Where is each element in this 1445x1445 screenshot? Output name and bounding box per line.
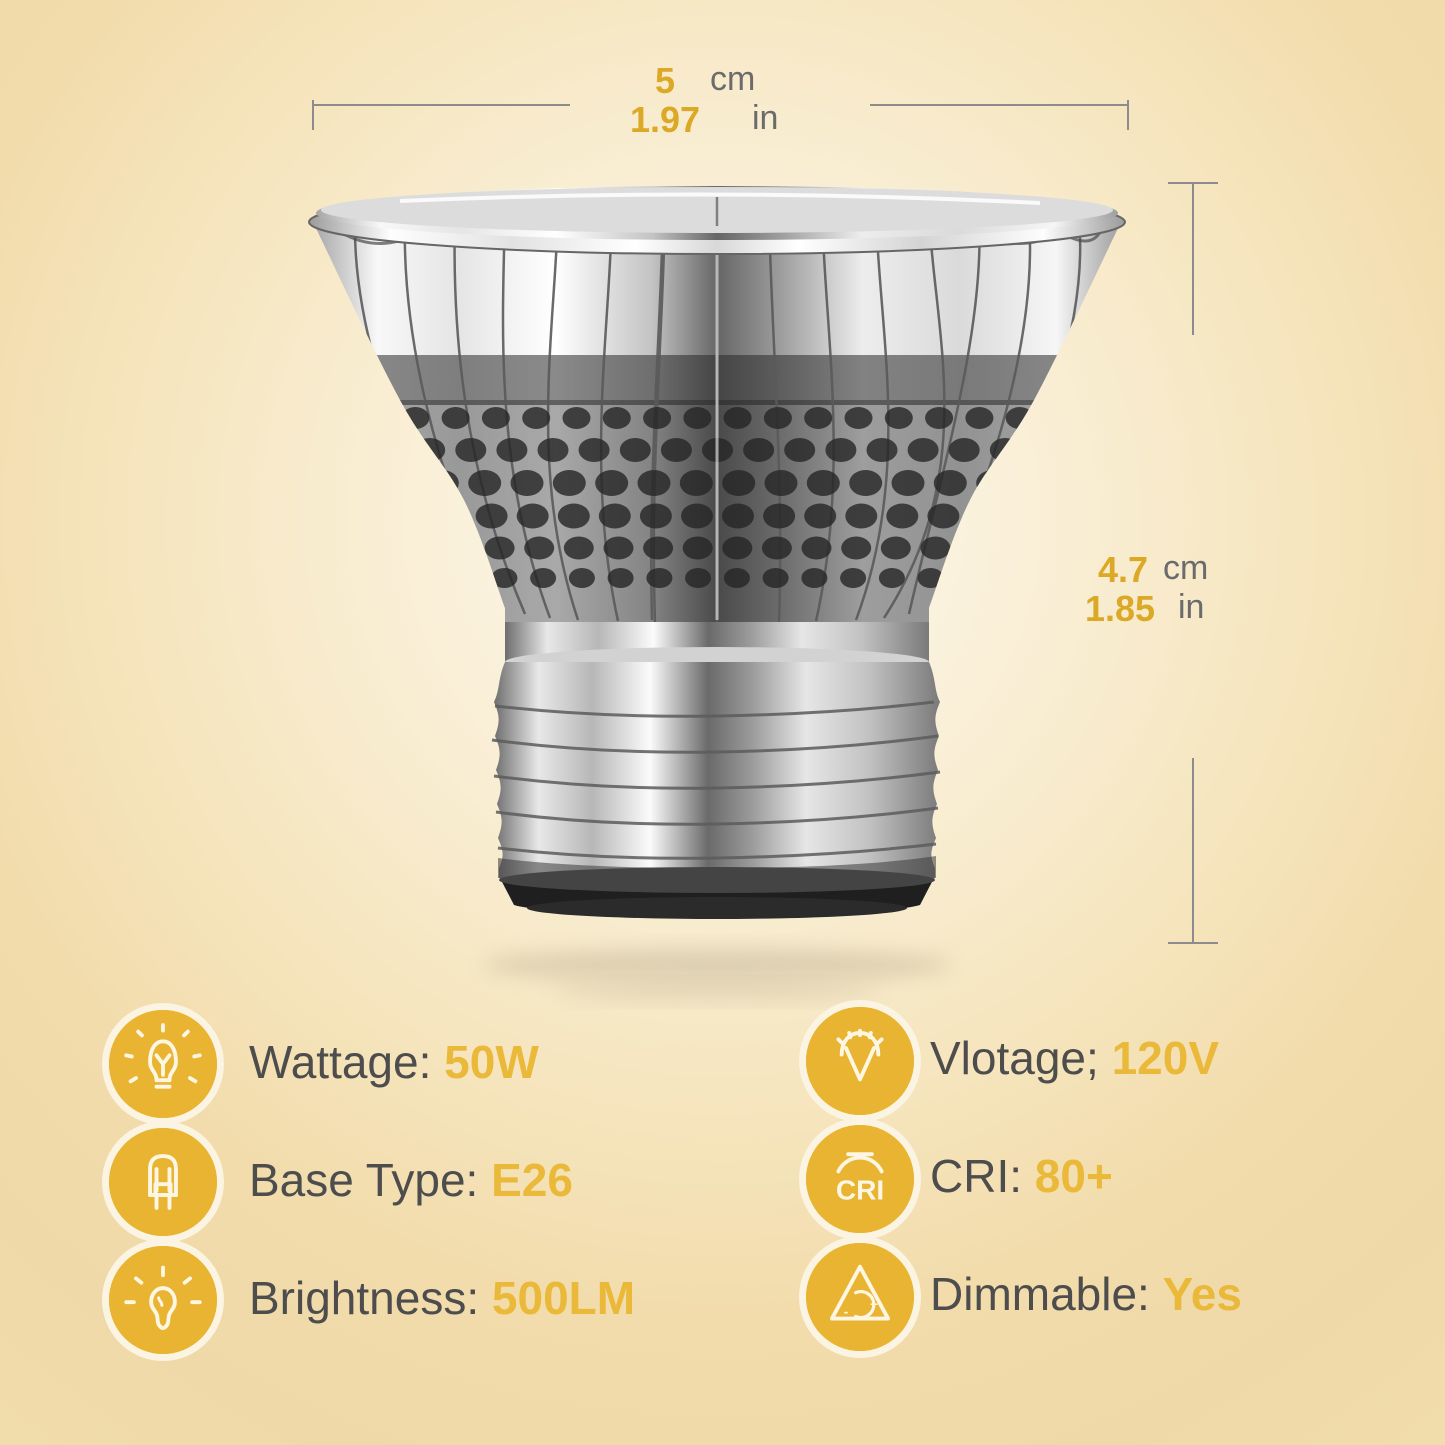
svg-text:-: - (844, 1303, 849, 1319)
svg-text:CRI: CRI (836, 1175, 884, 1206)
svg-text:+: + (870, 1296, 878, 1312)
